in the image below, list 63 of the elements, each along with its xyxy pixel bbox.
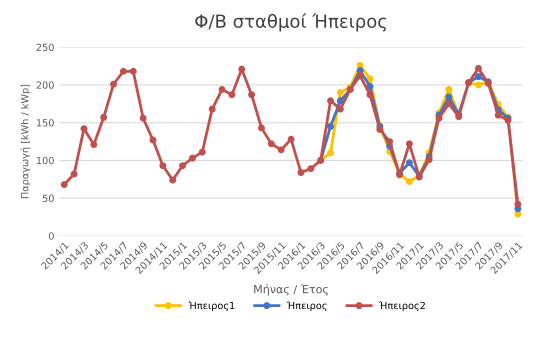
- point: [198, 148, 206, 156]
- point: [336, 97, 344, 104]
- point: [140, 114, 147, 122]
- point: [426, 156, 433, 164]
- legend-label: Ήπειρος2: [378, 301, 425, 312]
- point: [218, 86, 226, 93]
- point: [366, 82, 374, 90]
- point: [297, 169, 304, 176]
- point: [366, 75, 374, 82]
- chart-title: Φ/Β σταθμοί Ήπειρος: [195, 13, 386, 32]
- y-tick-label: 100: [36, 156, 54, 164]
- point: [514, 200, 522, 208]
- point: [445, 86, 452, 93]
- point: [366, 91, 374, 98]
- point: [248, 91, 256, 98]
- point: [228, 91, 236, 98]
- point: [356, 72, 364, 80]
- point: [70, 170, 78, 178]
- point: [406, 140, 413, 148]
- point: [110, 80, 118, 88]
- point: [120, 68, 127, 75]
- legend-label: Ήπειρος: [286, 301, 326, 312]
- legend-label: Ήπειρος1: [188, 301, 234, 312]
- point: [179, 162, 186, 170]
- point: [60, 181, 68, 188]
- y-axis-title: Παραγωγή [kWh / kWp]: [20, 84, 30, 198]
- y-tick-label: 200: [36, 81, 54, 89]
- point: [376, 126, 384, 133]
- y-tick-label: 150: [36, 119, 54, 126]
- point: [494, 112, 502, 119]
- point: [406, 178, 413, 186]
- point: [208, 106, 216, 113]
- point: [80, 125, 88, 132]
- y-tick-label: 50: [42, 194, 54, 202]
- point: [445, 100, 452, 108]
- point: [336, 106, 344, 113]
- point: [188, 154, 196, 162]
- point: [307, 165, 314, 172]
- x-axis-title: Μήνας / Έτος: [254, 284, 328, 296]
- point: [278, 146, 285, 154]
- point: [268, 140, 275, 148]
- point: [130, 68, 137, 75]
- point: [327, 149, 334, 156]
- y-tick-label: 0: [48, 232, 54, 240]
- point: [474, 73, 482, 80]
- point: [327, 97, 334, 104]
- point: [100, 114, 108, 121]
- point: [445, 94, 452, 100]
- point: [288, 136, 295, 143]
- y-tick-label: 250: [36, 44, 54, 52]
- point: [169, 176, 176, 184]
- point: [159, 162, 166, 170]
- point: [514, 210, 522, 218]
- point: [90, 141, 98, 148]
- point: [386, 138, 394, 146]
- point: [436, 114, 442, 122]
- point: [474, 81, 482, 88]
- point: [327, 122, 334, 130]
- point: [150, 136, 156, 144]
- point: [474, 64, 482, 72]
- point: [258, 124, 265, 132]
- point: [336, 89, 344, 96]
- point: [406, 159, 413, 166]
